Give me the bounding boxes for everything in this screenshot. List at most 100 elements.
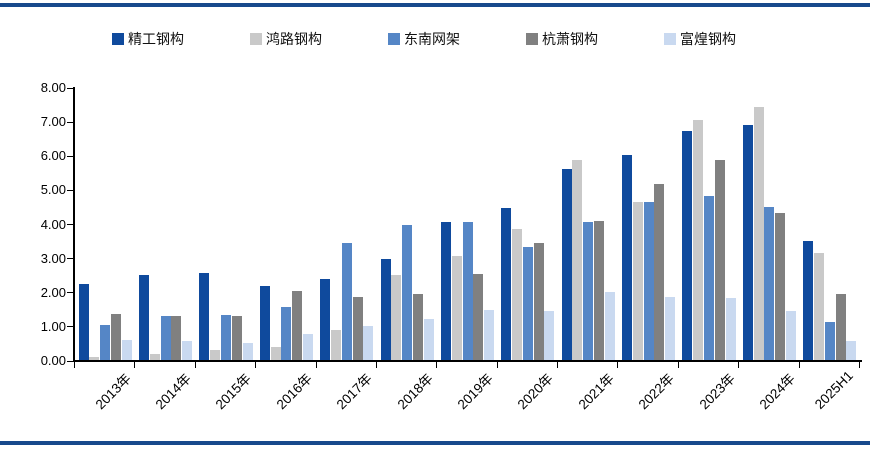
bar-精工钢构-2019年 [440, 221, 451, 360]
bar-杭萧钢构-2019年 [473, 274, 484, 360]
x-axis-tick [798, 362, 800, 368]
bar-鸿路钢构-2018年 [391, 275, 402, 360]
legend-swatch-icon [526, 33, 538, 45]
bar-富煌钢构-2014年 [182, 340, 193, 360]
y-axis-tick [67, 189, 73, 191]
x-axis-tick [194, 362, 196, 368]
x-axis-tick [738, 362, 740, 368]
bar-鸿路钢构-2016年 [270, 347, 281, 360]
x-axis-label: 2013年 [92, 370, 134, 413]
bar-东南网架-2017年 [341, 242, 352, 360]
bar-精工钢构-2014年 [138, 274, 149, 360]
bar-东南网架-2021年 [583, 222, 594, 360]
bar-杭萧钢构-2018年 [412, 294, 423, 360]
x-axis-tick [375, 362, 377, 368]
legend-item: 杭萧钢构 [526, 29, 598, 49]
bar-鸿路钢构-2023年 [693, 120, 704, 360]
y-axis-tick [67, 258, 73, 260]
bar-精工钢构-2017年 [320, 279, 331, 360]
y-axis-label: 1.00 [40, 318, 66, 334]
bar-富煌钢构-2023年 [725, 297, 736, 360]
bar-东南网架-2013年 [100, 324, 111, 360]
bar-鸿路钢构-2025H1 [814, 252, 824, 360]
legend-label: 精工钢构 [128, 31, 184, 47]
bar-东南网架-2023年 [704, 196, 715, 360]
bar-富煌钢构-2025H1 [846, 341, 857, 360]
bar-东南网架-2025H1 [824, 322, 835, 360]
bar-精工钢构-2013年 [78, 283, 89, 360]
bar-东南网架-2014年 [160, 315, 171, 360]
y-axis-label: 5.00 [40, 182, 66, 198]
y-axis-label: 7.00 [40, 114, 66, 130]
bar-精工钢构-2015年 [199, 272, 210, 360]
x-axis-label: 2021年 [575, 370, 617, 413]
bar-精工钢构-2018年 [380, 259, 391, 360]
x-axis-tick [557, 362, 559, 368]
bar-东南网架-2024年 [764, 207, 775, 360]
bar-鸿路钢构-2013年 [89, 356, 100, 360]
bar-东南网架-2020年 [522, 247, 533, 360]
legend-swatch-icon [664, 33, 676, 45]
legend-label: 鸿路钢构 [266, 31, 322, 47]
bar-鸿路钢构-2014年 [149, 353, 160, 360]
x-axis-tick [74, 362, 75, 368]
y-axis-label: 0.00 [40, 353, 66, 368]
y-axis-label: 2.00 [40, 284, 66, 300]
bar-精工钢构-2023年 [682, 131, 693, 360]
y-axis-tick [67, 87, 73, 89]
bar-杭萧钢构-2023年 [714, 160, 725, 360]
bar-鸿路钢构-2024年 [753, 106, 764, 360]
y-axis-tick [67, 326, 73, 328]
x-axis-label: 2025H1 [811, 368, 856, 413]
bar-富煌钢构-2018年 [423, 319, 434, 360]
legend-item: 鸿路钢构 [250, 29, 322, 49]
legend-label: 杭萧钢构 [542, 31, 598, 47]
y-axis-label: 8.00 [40, 80, 66, 95]
x-axis-tick [255, 362, 257, 368]
bar-精工钢构-2022年 [622, 154, 633, 360]
bar-东南网架-2016年 [281, 306, 292, 360]
bar-富煌钢构-2024年 [786, 310, 797, 360]
bar-东南网架-2019年 [462, 222, 473, 360]
bar-精工钢构-2025H1 [803, 240, 814, 360]
legend-swatch-icon [112, 33, 124, 45]
bar-鸿路钢构-2022年 [632, 201, 643, 360]
x-axis-tick [315, 362, 317, 368]
y-axis-tick [67, 155, 73, 157]
legend-item: 精工钢构 [112, 29, 184, 49]
bar-杭萧钢构-2024年 [775, 213, 786, 360]
bar-杭萧钢构-2016年 [292, 291, 303, 360]
legend-swatch-icon [388, 33, 400, 45]
x-axis-label: 2023年 [696, 370, 738, 413]
bar-东南网架-2018年 [402, 224, 413, 360]
legend-label: 东南网架 [404, 31, 460, 47]
bottom-rule [0, 441, 870, 445]
y-axis-tick [67, 121, 73, 123]
bar-东南网架-2022年 [643, 202, 654, 360]
x-axis-label: 2024年 [756, 370, 798, 413]
y-axis-tick [67, 292, 73, 294]
x-axis-label: 2022年 [635, 370, 678, 413]
y-axis-tick [67, 360, 73, 362]
bar-鸿路钢构-2021年 [572, 159, 583, 360]
x-axis-label: 2018年 [394, 370, 436, 413]
y-axis-label: 6.00 [40, 148, 66, 164]
x-axis-label: 2020年 [514, 370, 557, 413]
y-axis-label: 4.00 [40, 216, 66, 232]
x-axis-line [73, 360, 862, 362]
x-axis-tick [134, 362, 136, 368]
x-axis-tick [677, 362, 679, 368]
legend-label: 富煌钢构 [680, 31, 736, 47]
bar-精工钢构-2021年 [561, 168, 572, 360]
bar-杭萧钢构-2014年 [171, 316, 182, 360]
bar-东南网架-2015年 [220, 315, 231, 360]
y-axis-line [73, 87, 75, 362]
bar-富煌钢构-2013年 [121, 340, 132, 360]
bar-鸿路钢构-2017年 [330, 330, 341, 360]
x-axis-label: 2017年 [333, 370, 376, 413]
x-axis-tick [496, 362, 498, 368]
bar-精工钢构-2020年 [501, 207, 512, 360]
bar-鸿路钢构-2019年 [451, 255, 462, 360]
bar-杭萧钢构-2015年 [231, 315, 242, 360]
